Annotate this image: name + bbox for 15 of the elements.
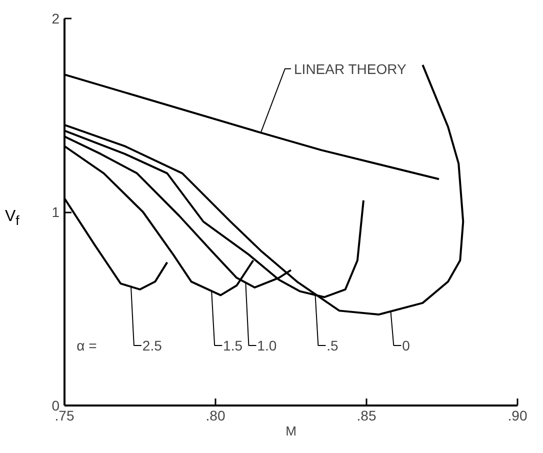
annotation: α = [76, 338, 97, 354]
x-tick-label: .80 [206, 408, 226, 424]
text: 0 [402, 338, 410, 354]
y-axis-title: V$_{f}$ [5, 207, 20, 230]
text: 1.0 [257, 338, 277, 354]
x-tick-label: .85 [356, 408, 376, 424]
y-tick-label: 2 [52, 10, 60, 26]
y-tick-label: 0 [52, 398, 60, 414]
x-tick-label: .90 [508, 408, 528, 424]
text: 1.5 [223, 338, 243, 354]
text: .5 [326, 338, 339, 354]
x-axis-title: M [286, 424, 296, 438]
y-tick-label: 1 [52, 204, 60, 220]
text: 2.5 [142, 338, 162, 354]
text: LINEAR THEORY [294, 60, 407, 77]
